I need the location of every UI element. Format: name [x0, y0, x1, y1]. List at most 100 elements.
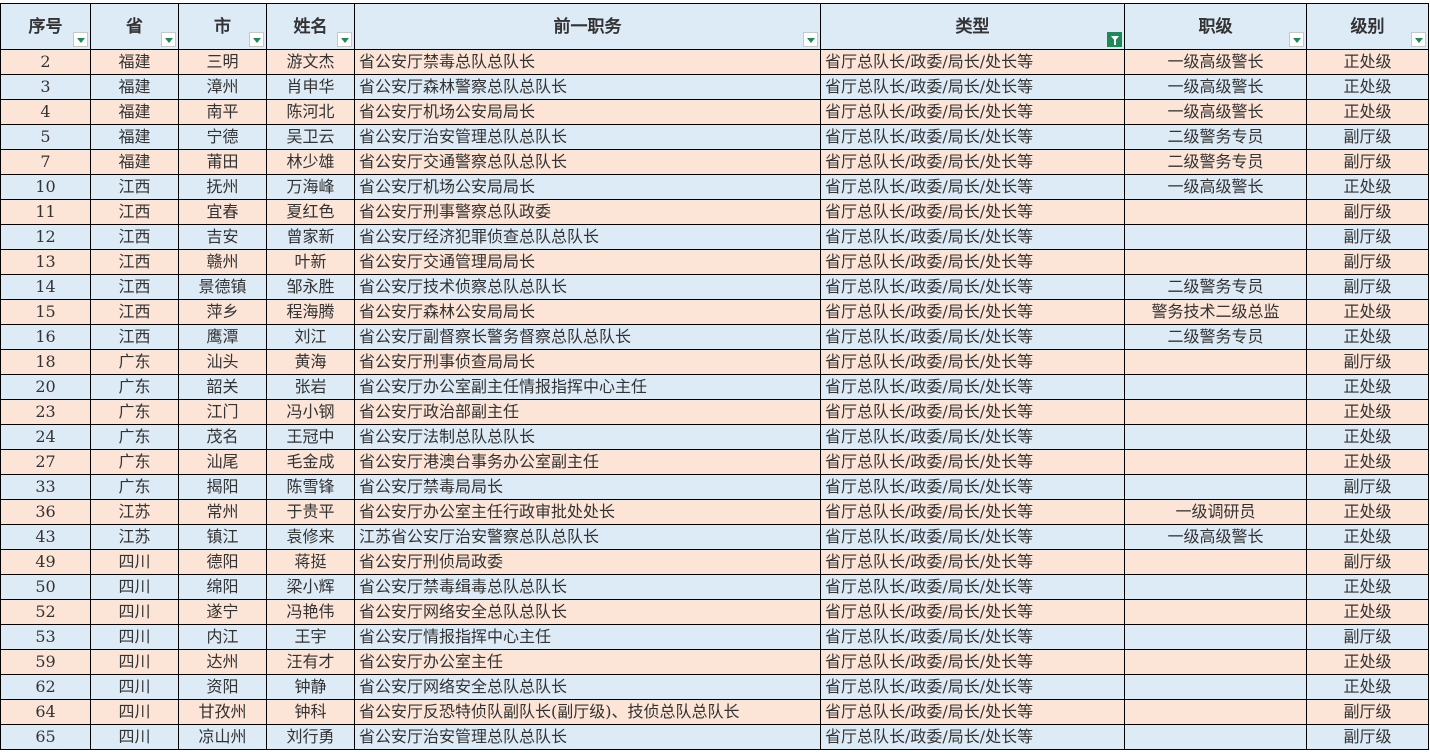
cell-col-province[interactable]: 四川 — [90, 674, 179, 700]
cell-col-rank[interactable]: 二级警务专员 — [1124, 124, 1307, 150]
cell-col-province[interactable]: 四川 — [90, 549, 179, 575]
cell-col-province[interactable]: 江西 — [90, 224, 179, 250]
cell-col-type[interactable]: 省厅总队长/政委/局长/处长等 — [820, 574, 1125, 600]
cell-col-level[interactable]: 副厅级 — [1306, 474, 1429, 500]
cell-col-index[interactable]: 36 — [0, 499, 91, 525]
cell-col-province[interactable]: 江西 — [90, 174, 179, 200]
cell-col-city[interactable]: 江门 — [178, 399, 267, 425]
cell-col-index[interactable]: 20 — [0, 374, 91, 400]
cell-col-rank[interactable]: 二级警务专员 — [1124, 274, 1307, 300]
cell-col-city[interactable]: 镇江 — [178, 524, 267, 550]
cell-col-name[interactable]: 游文杰 — [266, 49, 355, 75]
cell-col-level[interactable]: 副厅级 — [1306, 274, 1429, 300]
cell-col-rank[interactable]: 一级高级警长 — [1124, 99, 1307, 125]
cell-col-city[interactable]: 汕头 — [178, 349, 267, 375]
cell-col-name[interactable]: 叶新 — [266, 249, 355, 275]
cell-col-level[interactable]: 副厅级 — [1306, 199, 1429, 225]
cell-col-city[interactable]: 茂名 — [178, 424, 267, 450]
cell-col-city[interactable]: 萍乡 — [178, 299, 267, 325]
cell-col-type[interactable]: 省厅总队长/政委/局长/处长等 — [820, 224, 1125, 250]
cell-col-level[interactable]: 副厅级 — [1306, 699, 1429, 725]
filter-dropdown-icon[interactable] — [803, 32, 818, 47]
cell-col-level[interactable]: 正处级 — [1306, 324, 1429, 350]
cell-col-index[interactable]: 64 — [0, 699, 91, 725]
cell-col-province[interactable]: 广东 — [90, 399, 179, 425]
cell-col-rank[interactable] — [1124, 649, 1307, 675]
cell-col-type[interactable]: 省厅总队长/政委/局长/处长等 — [820, 699, 1125, 725]
cell-col-level[interactable]: 副厅级 — [1306, 124, 1429, 150]
cell-col-index[interactable]: 27 — [0, 449, 91, 475]
cell-col-rank[interactable] — [1124, 674, 1307, 700]
cell-col-level[interactable]: 正处级 — [1306, 499, 1429, 525]
cell-col-type[interactable]: 省厅总队长/政委/局长/处长等 — [820, 74, 1125, 100]
cell-col-previous-position[interactable]: 省公安厅经济犯罪侦查总队总队长 — [354, 224, 821, 250]
cell-col-previous-position[interactable]: 省公安厅森林公安局局长 — [354, 299, 821, 325]
cell-col-city[interactable]: 吉安 — [178, 224, 267, 250]
cell-col-index[interactable]: 11 — [0, 199, 91, 225]
cell-col-name[interactable]: 钟静 — [266, 674, 355, 700]
cell-col-type[interactable]: 省厅总队长/政委/局长/处长等 — [820, 724, 1125, 750]
cell-col-previous-position[interactable]: 省公安厅情报指挥中心主任 — [354, 624, 821, 650]
cell-col-province[interactable]: 福建 — [90, 99, 179, 125]
cell-col-type[interactable]: 省厅总队长/政委/局长/处长等 — [820, 199, 1125, 225]
cell-col-type[interactable]: 省厅总队长/政委/局长/处长等 — [820, 624, 1125, 650]
cell-col-city[interactable]: 宜春 — [178, 199, 267, 225]
cell-col-name[interactable]: 黄海 — [266, 349, 355, 375]
cell-col-name[interactable]: 肖申华 — [266, 74, 355, 100]
cell-col-type[interactable]: 省厅总队长/政委/局长/处长等 — [820, 474, 1125, 500]
cell-col-index[interactable]: 33 — [0, 474, 91, 500]
cell-col-index[interactable]: 50 — [0, 574, 91, 600]
cell-col-rank[interactable]: 一级调研员 — [1124, 499, 1307, 525]
cell-col-index[interactable]: 7 — [0, 149, 91, 175]
cell-col-city[interactable]: 德阳 — [178, 549, 267, 575]
cell-col-previous-position[interactable]: 省公安厅治安管理总队总队长 — [354, 724, 821, 750]
cell-col-province[interactable]: 四川 — [90, 699, 179, 725]
cell-col-level[interactable]: 正处级 — [1306, 424, 1429, 450]
cell-col-rank[interactable] — [1124, 474, 1307, 500]
cell-col-province[interactable]: 江西 — [90, 299, 179, 325]
cell-col-index[interactable]: 14 — [0, 274, 91, 300]
cell-col-name[interactable]: 蒋挺 — [266, 549, 355, 575]
cell-col-name[interactable]: 张岩 — [266, 374, 355, 400]
cell-col-type[interactable]: 省厅总队长/政委/局长/处长等 — [820, 524, 1125, 550]
cell-col-city[interactable]: 鹰潭 — [178, 324, 267, 350]
cell-col-level[interactable]: 正处级 — [1306, 49, 1429, 75]
cell-col-level[interactable]: 副厅级 — [1306, 349, 1429, 375]
cell-col-index[interactable]: 24 — [0, 424, 91, 450]
cell-col-name[interactable]: 钟科 — [266, 699, 355, 725]
cell-col-name[interactable]: 王冠中 — [266, 424, 355, 450]
cell-col-city[interactable]: 漳州 — [178, 74, 267, 100]
cell-col-type[interactable]: 省厅总队长/政委/局长/处长等 — [820, 649, 1125, 675]
filter-dropdown-icon[interactable] — [337, 32, 352, 47]
cell-col-city[interactable]: 绵阳 — [178, 574, 267, 600]
cell-col-previous-position[interactable]: 省公安厅禁毒总队总队长 — [354, 49, 821, 75]
cell-col-type[interactable]: 省厅总队长/政委/局长/处长等 — [820, 424, 1125, 450]
cell-col-rank[interactable] — [1124, 574, 1307, 600]
cell-col-previous-position[interactable]: 省公安厅治安管理总队总队长 — [354, 124, 821, 150]
cell-col-city[interactable]: 韶关 — [178, 374, 267, 400]
cell-col-rank[interactable] — [1124, 424, 1307, 450]
cell-col-province[interactable]: 四川 — [90, 724, 179, 750]
cell-col-name[interactable]: 于贵平 — [266, 499, 355, 525]
cell-col-name[interactable]: 万海峰 — [266, 174, 355, 200]
cell-col-index[interactable]: 2 — [0, 49, 91, 75]
cell-col-type[interactable]: 省厅总队长/政委/局长/处长等 — [820, 599, 1125, 625]
cell-col-level[interactable]: 正处级 — [1306, 524, 1429, 550]
cell-col-city[interactable]: 达州 — [178, 649, 267, 675]
cell-col-previous-position[interactable]: 省公安厅刑事侦查局局长 — [354, 349, 821, 375]
cell-col-level[interactable]: 正处级 — [1306, 599, 1429, 625]
cell-col-previous-position[interactable]: 江苏省公安厅治安警察总队总队长 — [354, 524, 821, 550]
cell-col-city[interactable]: 南平 — [178, 99, 267, 125]
cell-col-name[interactable]: 汪有才 — [266, 649, 355, 675]
cell-col-index[interactable]: 18 — [0, 349, 91, 375]
filter-dropdown-icon[interactable] — [249, 32, 264, 47]
cell-col-province[interactable]: 江西 — [90, 324, 179, 350]
cell-col-name[interactable]: 吴卫云 — [266, 124, 355, 150]
cell-col-level[interactable]: 正处级 — [1306, 649, 1429, 675]
cell-col-province[interactable]: 广东 — [90, 374, 179, 400]
filter-dropdown-icon[interactable] — [73, 32, 88, 47]
cell-col-index[interactable]: 65 — [0, 724, 91, 750]
cell-col-rank[interactable] — [1124, 549, 1307, 575]
cell-col-city[interactable]: 宁德 — [178, 124, 267, 150]
cell-col-previous-position[interactable]: 省公安厅反恐特侦队副队长(副厅级)、技侦总队总队长 — [354, 699, 821, 725]
